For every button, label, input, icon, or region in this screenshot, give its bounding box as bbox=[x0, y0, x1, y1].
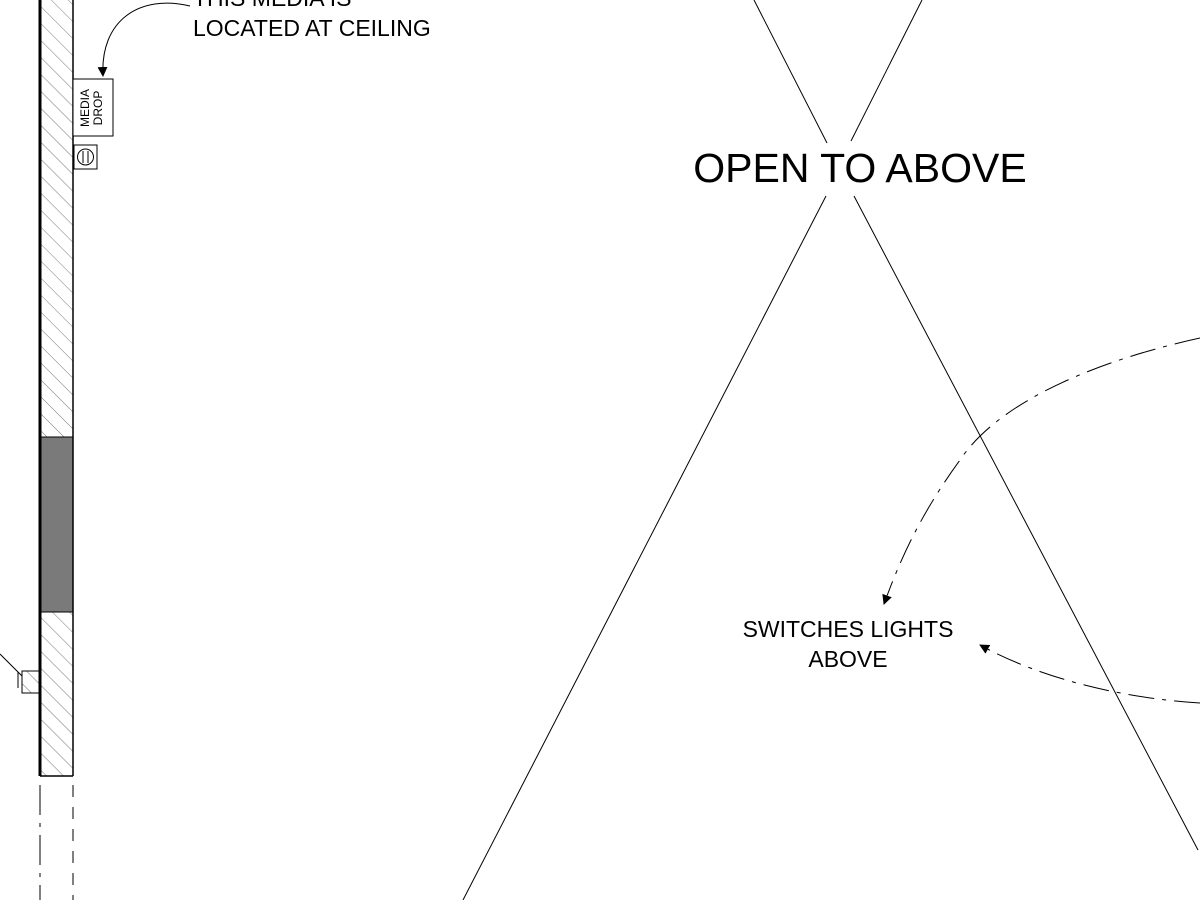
wall-infill-block bbox=[40, 437, 73, 612]
switch-leg-arc-lower bbox=[979, 644, 1200, 704]
media-drop-line2: DROP bbox=[91, 91, 105, 126]
open-to-above-label: OPEN TO ABOVE bbox=[693, 145, 1026, 191]
media-note-line2: LOCATED AT CEILING bbox=[193, 15, 431, 41]
outlet-icon bbox=[73, 144, 98, 170]
media-note-line1: THIS MEDIA IS bbox=[193, 0, 351, 11]
wall-section bbox=[38, 0, 74, 777]
wall-device bbox=[0, 653, 40, 694]
media-drop-tag: MEDIA DROP bbox=[72, 78, 114, 137]
media-note-leader bbox=[97, 2, 191, 77]
switch-note-line1: SWITCHES LIGHTS bbox=[743, 616, 954, 642]
switch-note-line2: ABOVE bbox=[808, 646, 887, 672]
wall-continuation-dashed bbox=[39, 785, 74, 900]
media-drop-line1: MEDIA bbox=[78, 89, 92, 127]
switch-leg-arc-upper bbox=[882, 337, 1200, 605]
open-to-above-x-lines bbox=[462, 0, 1199, 900]
